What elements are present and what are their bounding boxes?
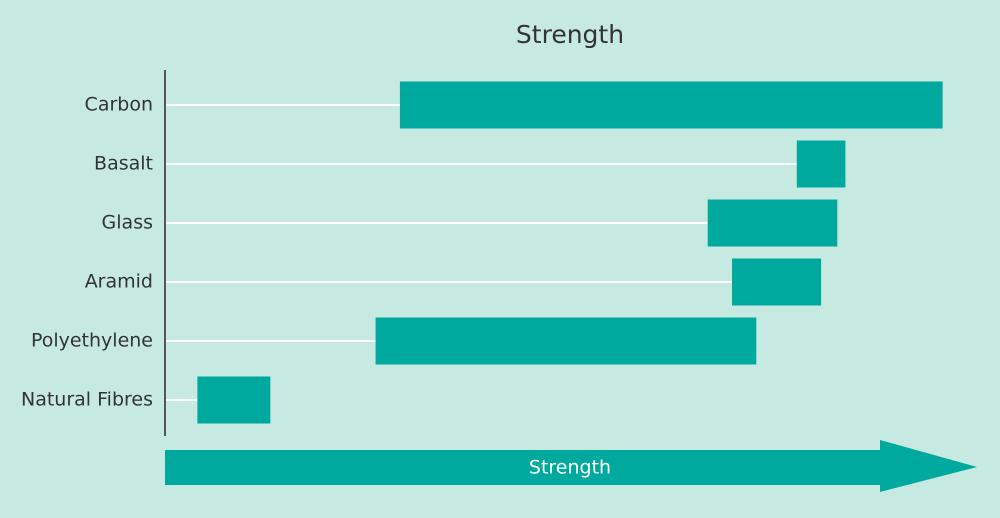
rows: Carbon Basalt Glass Aramid Polyethylene Natur… bbox=[21, 81, 943, 424]
category-label: Carbon bbox=[85, 94, 153, 116]
axis-arrow bbox=[165, 440, 977, 492]
bar bbox=[375, 317, 757, 365]
bar bbox=[197, 376, 271, 424]
chart-title: Strength bbox=[516, 20, 624, 49]
bar bbox=[796, 140, 846, 188]
bar bbox=[399, 81, 943, 129]
category-label: Polyethylene bbox=[31, 330, 153, 352]
category-label: Natural Fibres bbox=[21, 389, 153, 411]
x-axis-label: Strength bbox=[529, 457, 611, 479]
category-label: Aramid bbox=[85, 271, 153, 293]
bar bbox=[732, 258, 822, 306]
bar bbox=[707, 199, 838, 247]
category-label: Glass bbox=[102, 212, 153, 234]
category-label: Basalt bbox=[94, 153, 153, 175]
